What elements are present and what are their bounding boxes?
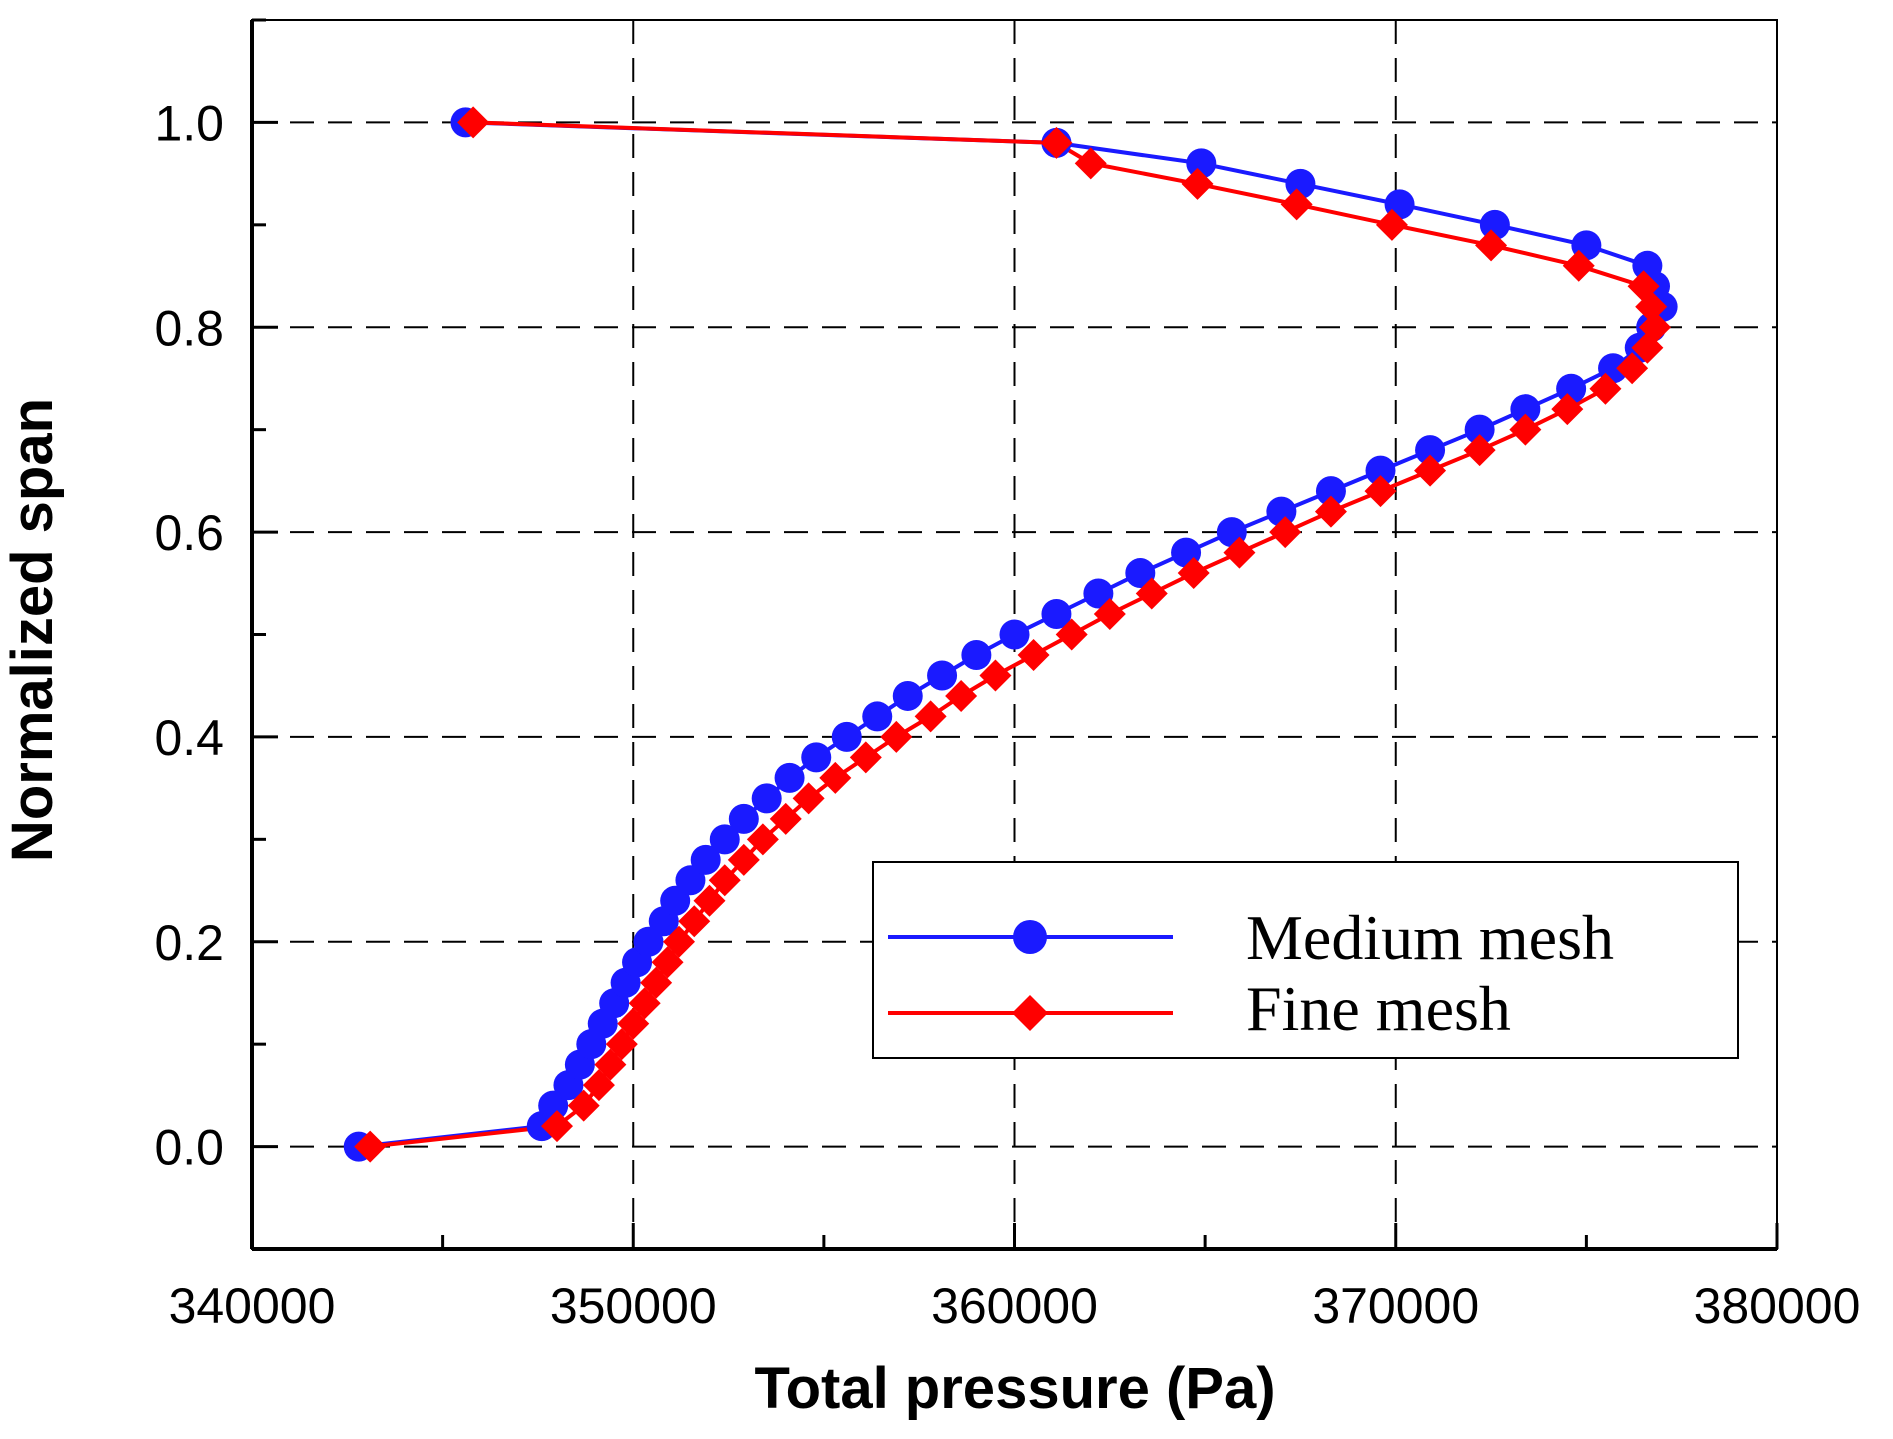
series-layer [343,106,1678,1163]
data-point-medium-mesh [1510,394,1541,425]
data-point-medium-mesh [709,824,740,855]
data-point-medium-mesh [1464,414,1495,445]
data-point-medium-mesh [1556,373,1587,404]
data-point-fine-mesh [1269,516,1302,549]
data-point-medium-mesh [1315,476,1346,507]
data-point-medium-mesh [1479,209,1510,240]
y-tick-label: 0.6 [154,505,224,561]
tick-layer [250,18,1779,1251]
data-point-fine-mesh [567,1089,600,1122]
data-point-fine-mesh [945,679,978,712]
data-point-medium-mesh [1186,148,1217,179]
data-point-fine-mesh [979,659,1012,692]
data-point-fine-mesh [1562,249,1595,282]
data-point-medium-mesh [690,844,721,875]
data-point-medium-mesh [999,619,1030,650]
axes-layer [250,19,1778,1251]
data-point-fine-mesh [819,761,852,794]
data-point-medium-mesh [1041,599,1072,630]
data-point-fine-mesh [727,843,760,876]
data-point-fine-mesh [1177,557,1210,590]
data-point-medium-mesh [633,926,664,957]
data-point-fine-mesh [1074,147,1107,180]
data-point-fine-mesh [663,925,695,958]
data-point-medium-mesh [1415,435,1446,466]
y-tick-label: 0.8 [154,300,224,356]
data-point-medium-mesh [927,660,958,691]
data-point-medium-mesh [831,721,862,752]
legend-label-fine-mesh: Fine mesh [1246,973,1511,1044]
data-point-medium-mesh [961,639,992,670]
data-point-fine-mesh [1627,270,1660,303]
legend: Medium mesh Fine mesh [872,861,1739,1059]
data-point-fine-mesh [746,823,779,856]
data-point-medium-mesh [801,742,832,773]
y-axis-title: Normalized span [0,398,65,862]
data-point-fine-mesh [541,1110,573,1143]
data-point-fine-mesh [1135,577,1168,610]
y-tick-label: 0.0 [154,1120,224,1176]
x-tick-label: 380000 [1694,1278,1861,1334]
data-point-fine-mesh [1414,454,1447,487]
data-point-medium-mesh [862,701,893,732]
data-point-medium-mesh [675,865,706,896]
data-point-medium-mesh [1285,168,1316,199]
x-tick-label: 360000 [931,1278,1098,1334]
data-point-medium-mesh [892,680,923,711]
legend-box [872,861,1739,1059]
data-point-medium-mesh [538,1090,569,1121]
data-point-fine-mesh [693,884,726,917]
data-point-fine-mesh [1475,229,1508,262]
data-point-fine-mesh [1639,311,1671,344]
y-tick-label: 0.2 [154,915,224,971]
y-tick-label: 0.4 [154,710,224,766]
data-point-medium-mesh [1083,578,1114,609]
data-point-medium-mesh [1632,250,1663,281]
data-point-fine-mesh [1364,475,1397,508]
data-point-medium-mesh [728,803,759,834]
data-point-fine-mesh [678,905,711,938]
data-point-medium-mesh [1266,496,1297,527]
data-point-fine-mesh [1375,208,1408,241]
data-point-fine-mesh [1616,352,1649,385]
data-point-fine-mesh [914,700,947,733]
data-point-medium-mesh [1365,455,1396,486]
data-point-fine-mesh [708,864,741,897]
data-point-fine-mesh [457,106,490,139]
data-point-fine-mesh [1181,167,1214,200]
data-point-fine-mesh [1055,618,1088,651]
data-point-fine-mesh [1017,638,1050,671]
data-point-fine-mesh [1589,372,1622,405]
data-point-medium-mesh [1125,558,1156,589]
x-tick-label: 350000 [550,1278,717,1334]
data-point-fine-mesh [1280,188,1313,221]
data-point-fine-mesh [769,802,802,835]
x-axis-title: Total pressure (Pa) [754,1356,1275,1421]
y-tick-label: 1.0 [154,95,224,151]
data-point-fine-mesh [1040,126,1073,159]
x-tick-label: 340000 [169,1278,336,1334]
data-point-fine-mesh [1509,413,1542,446]
data-point-fine-mesh [1223,536,1256,569]
data-point-medium-mesh [774,762,805,793]
data-point-fine-mesh [1463,434,1496,467]
data-point-fine-mesh [354,1130,387,1163]
legend-label-medium-mesh: Medium mesh [1246,902,1614,973]
x-tick-label: 370000 [1312,1278,1479,1334]
data-point-fine-mesh [880,720,913,753]
legend-marker-fine-mesh [1012,995,1048,1031]
data-point-medium-mesh [660,885,691,916]
label-layer: 340000 350000 360000 370000 380000 0.0 0.2 0.4 0… [154,95,1860,1334]
data-point-fine-mesh [1314,495,1347,528]
data-point-fine-mesh [792,782,825,815]
data-point-medium-mesh [751,783,782,814]
data-point-fine-mesh [849,741,882,774]
data-point-fine-mesh [1551,393,1584,426]
legend-marker-medium-mesh [1013,920,1047,954]
data-point-fine-mesh [1093,598,1126,631]
